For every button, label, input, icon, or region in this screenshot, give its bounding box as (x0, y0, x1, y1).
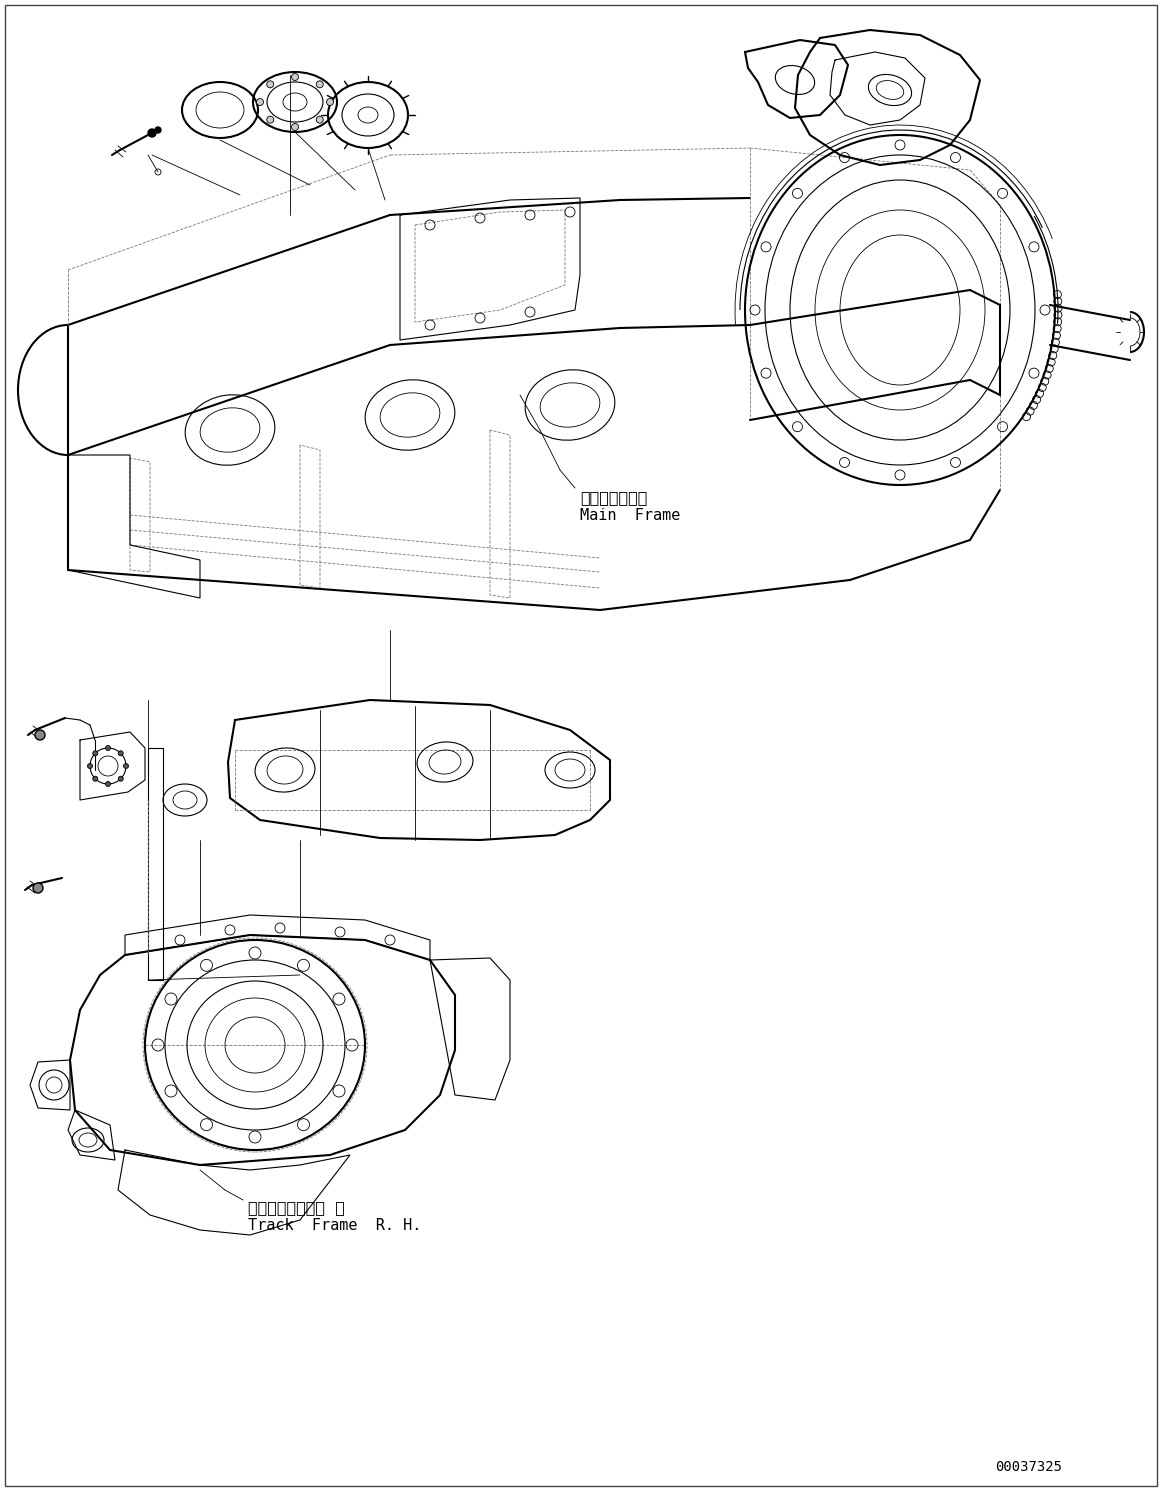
Circle shape (93, 777, 98, 781)
Circle shape (316, 81, 323, 88)
Circle shape (267, 116, 274, 124)
Circle shape (257, 98, 264, 106)
Text: Track  Frame  R. H.: Track Frame R. H. (248, 1218, 422, 1233)
Circle shape (87, 763, 93, 768)
Circle shape (123, 763, 129, 768)
Circle shape (148, 130, 156, 137)
Circle shape (292, 73, 299, 81)
Circle shape (33, 883, 43, 893)
Text: 00037325: 00037325 (995, 1460, 1062, 1475)
Circle shape (292, 124, 299, 131)
Text: トラックフレーム  右: トラックフレーム 右 (248, 1200, 345, 1215)
Text: Main  Frame: Main Frame (580, 508, 681, 523)
Circle shape (106, 781, 110, 786)
Circle shape (106, 746, 110, 750)
Circle shape (316, 116, 323, 124)
Circle shape (327, 98, 333, 106)
Circle shape (119, 777, 123, 781)
Circle shape (267, 81, 274, 88)
Circle shape (35, 731, 45, 740)
Circle shape (119, 751, 123, 756)
Text: メインフレーム: メインフレーム (580, 491, 647, 505)
Circle shape (93, 751, 98, 756)
Circle shape (155, 127, 162, 133)
